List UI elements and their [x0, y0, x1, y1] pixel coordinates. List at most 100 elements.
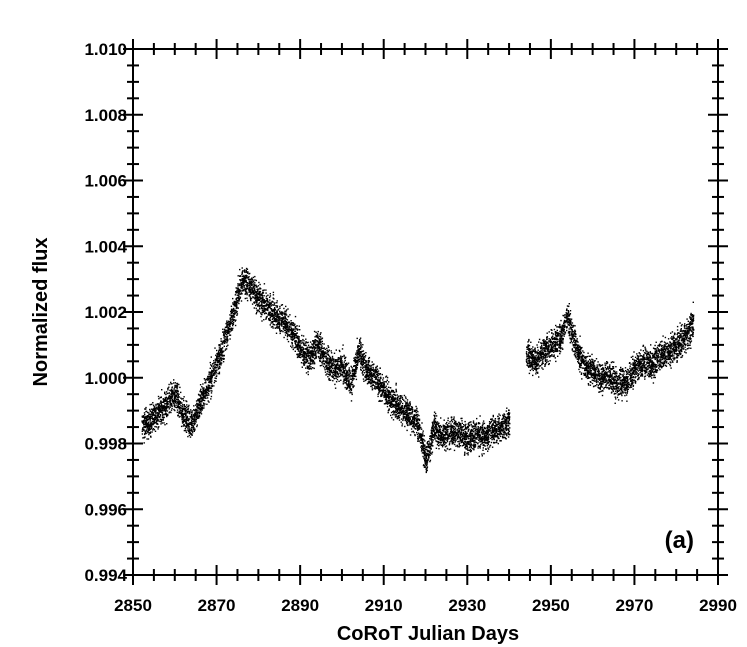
data-point — [285, 310, 287, 312]
data-point — [354, 359, 356, 361]
data-point — [243, 286, 245, 289]
data-point — [382, 392, 384, 394]
data-point — [171, 383, 173, 385]
data-point — [264, 300, 267, 302]
data-point — [271, 322, 274, 324]
data-point — [423, 457, 425, 459]
data-point — [233, 302, 236, 304]
data-point — [186, 416, 188, 418]
data-point — [143, 423, 145, 425]
data-point — [176, 391, 178, 393]
data-point — [368, 356, 371, 359]
data-point — [316, 350, 318, 352]
data-point — [160, 409, 162, 411]
data-point — [221, 349, 223, 351]
data-point — [286, 335, 289, 338]
data-point — [440, 432, 442, 435]
data-point — [419, 433, 422, 435]
data-point — [238, 288, 240, 291]
data-point — [277, 327, 279, 329]
data-point — [347, 378, 349, 380]
data-point — [329, 369, 331, 372]
data-point — [355, 375, 357, 378]
data-point — [162, 398, 164, 400]
data-point — [250, 298, 252, 301]
data-point — [413, 414, 415, 416]
data-point — [386, 391, 388, 393]
data-point — [282, 318, 285, 320]
data-point — [418, 436, 421, 438]
data-point — [423, 447, 425, 450]
data-point — [260, 307, 263, 309]
data-point — [279, 315, 281, 318]
data-point — [257, 292, 259, 295]
data-point — [208, 375, 210, 378]
data-point — [374, 375, 377, 377]
data-point — [403, 417, 405, 419]
data-point — [217, 357, 220, 359]
data-point — [378, 372, 380, 375]
data-point — [415, 414, 417, 416]
data-point — [396, 405, 398, 408]
data-point — [179, 412, 181, 414]
data-point — [171, 391, 173, 394]
data-point — [396, 394, 398, 396]
data-point — [326, 360, 328, 362]
data-point — [214, 364, 216, 366]
data-point — [301, 353, 303, 356]
data-point — [219, 352, 222, 354]
data-point — [243, 288, 245, 291]
data-point — [423, 452, 425, 454]
data-point — [341, 364, 343, 366]
data-point — [201, 404, 204, 407]
data-point — [417, 413, 419, 416]
data-point — [246, 268, 249, 270]
data-point — [170, 393, 172, 395]
data-point — [286, 319, 289, 321]
data-point — [240, 283, 242, 285]
data-point — [148, 424, 150, 427]
data-point — [387, 411, 389, 414]
data-point — [416, 426, 418, 428]
data-point — [211, 365, 213, 368]
data-point — [211, 369, 213, 372]
data-point — [218, 347, 221, 349]
data-point — [145, 429, 147, 432]
data-point — [143, 412, 146, 414]
data-point — [369, 370, 371, 372]
data-point — [245, 280, 247, 282]
data-point — [429, 450, 431, 452]
data-point — [424, 448, 427, 451]
data-point — [388, 399, 390, 402]
data-point — [154, 411, 156, 413]
data-point — [309, 351, 311, 353]
data-point — [385, 400, 388, 403]
data-point — [285, 323, 287, 326]
data-point — [311, 344, 314, 346]
data-point — [394, 393, 396, 396]
data-point — [313, 363, 316, 365]
data-point — [328, 355, 331, 358]
data-point — [369, 378, 371, 380]
data-point — [152, 417, 154, 420]
data-point — [385, 398, 387, 400]
data-point — [149, 413, 151, 415]
data-point — [180, 425, 183, 428]
data-point — [187, 420, 190, 422]
data-point — [295, 345, 297, 347]
data-point — [410, 421, 412, 423]
data-point — [250, 281, 252, 283]
data-point — [334, 373, 337, 375]
data-point — [307, 351, 309, 353]
data-point — [271, 312, 273, 315]
data-point — [240, 284, 242, 286]
data-point — [173, 398, 176, 401]
data-point — [424, 447, 427, 449]
data-point — [357, 353, 360, 355]
data-point — [328, 378, 330, 380]
data-point — [403, 394, 406, 397]
data-point — [204, 382, 206, 384]
data-point — [182, 425, 184, 427]
data-point — [153, 410, 155, 412]
data-point — [345, 356, 347, 359]
